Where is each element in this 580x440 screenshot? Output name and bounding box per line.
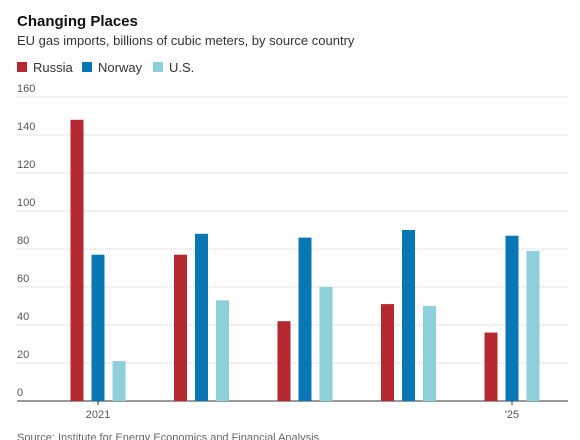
bar bbox=[484, 332, 498, 401]
x-tick-label: '25 bbox=[505, 409, 519, 421]
legend-swatch bbox=[82, 62, 92, 72]
bar bbox=[112, 361, 126, 401]
bar bbox=[423, 306, 436, 401]
y-tick-label: 120 bbox=[17, 159, 35, 171]
legend-swatch bbox=[153, 62, 163, 72]
legend-swatch bbox=[17, 62, 27, 72]
source: Source: Institute for Energy Economics a… bbox=[17, 432, 320, 440]
y-tick-label: 160 bbox=[17, 83, 35, 95]
bar bbox=[298, 237, 312, 401]
legend-label: Norway bbox=[98, 60, 143, 75]
bar bbox=[70, 119, 84, 402]
bar bbox=[277, 321, 291, 401]
bar bbox=[91, 254, 105, 401]
y-tick-label: 0 bbox=[17, 387, 23, 399]
y-tick-label: 80 bbox=[17, 235, 29, 247]
x-tick-label: 2021 bbox=[86, 409, 110, 421]
bar bbox=[174, 254, 187, 401]
legend-label: U.S. bbox=[169, 60, 194, 75]
bar bbox=[216, 300, 229, 401]
y-tick-label: 20 bbox=[17, 349, 29, 361]
bar bbox=[505, 235, 519, 401]
y-tick-label: 140 bbox=[17, 121, 35, 133]
bar bbox=[526, 250, 540, 401]
bar bbox=[402, 230, 415, 401]
chart-title: Changing Places bbox=[17, 13, 138, 30]
bar bbox=[319, 287, 333, 401]
bar bbox=[195, 233, 208, 401]
chart-subtitle: EU gas imports, billions of cubic meters… bbox=[17, 33, 355, 48]
bar bbox=[381, 304, 394, 401]
y-tick-label: 100 bbox=[17, 197, 35, 209]
y-tick-label: 60 bbox=[17, 273, 29, 285]
y-tick-label: 40 bbox=[17, 311, 29, 323]
legend-label: Russia bbox=[33, 60, 74, 75]
